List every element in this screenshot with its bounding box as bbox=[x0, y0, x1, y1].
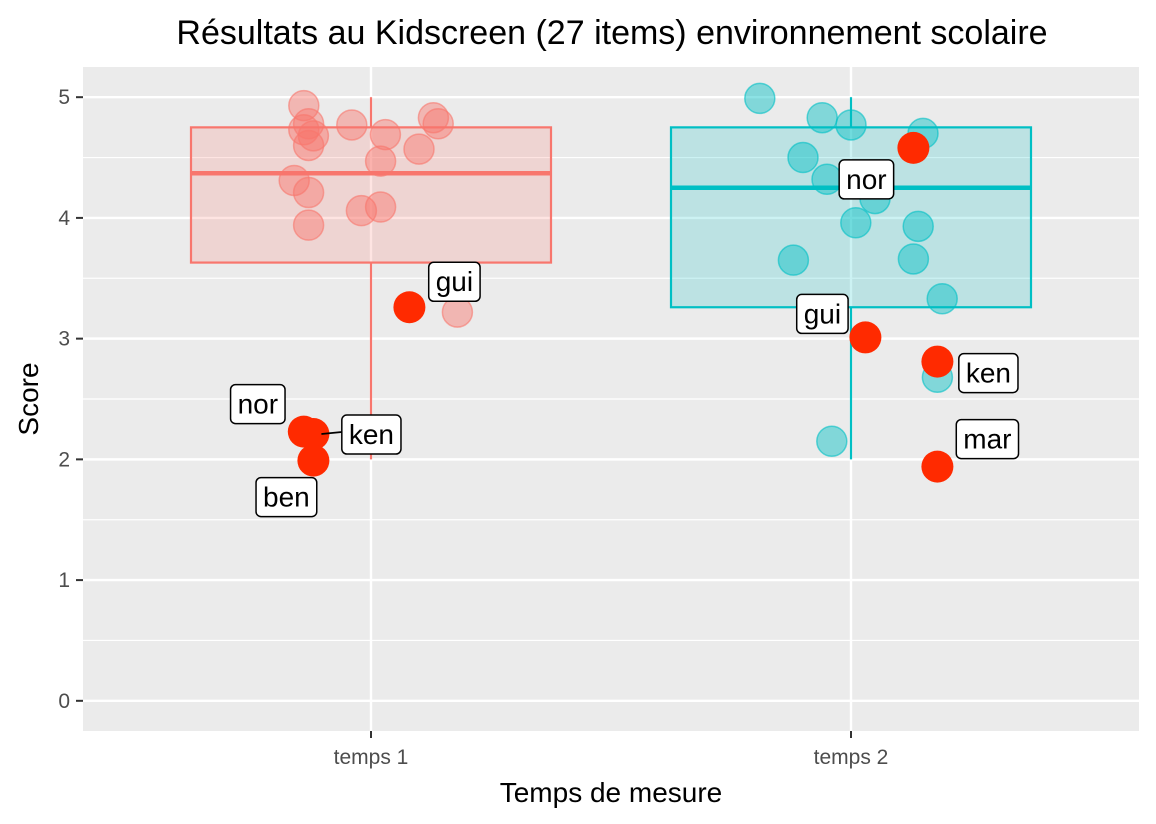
data-point bbox=[417, 101, 450, 134]
data-point bbox=[403, 133, 435, 165]
data-point bbox=[292, 107, 325, 140]
label-box bbox=[427, 261, 481, 302]
data-point bbox=[806, 101, 838, 134]
highlight-point bbox=[297, 444, 330, 477]
label-text: ken bbox=[966, 358, 1011, 389]
y-axis-title: Score bbox=[13, 362, 44, 435]
data-point bbox=[292, 129, 325, 162]
point-label: nor bbox=[229, 383, 286, 425]
data-point bbox=[777, 244, 810, 276]
label-box bbox=[229, 383, 286, 425]
label-box bbox=[838, 159, 895, 200]
data-point bbox=[811, 163, 843, 196]
data-point bbox=[840, 206, 872, 239]
data-point bbox=[288, 89, 320, 122]
highlight-point bbox=[393, 291, 426, 324]
point-labels: gui nor ken ben nor gui ken mar bbox=[229, 159, 1020, 518]
label-text: ben bbox=[263, 482, 310, 513]
point-label: nor bbox=[838, 159, 895, 200]
highlight-point bbox=[921, 450, 954, 483]
x-tick-label: temps 1 bbox=[334, 746, 409, 769]
data-point bbox=[345, 194, 378, 227]
box bbox=[669, 126, 1033, 309]
y-tick-label: 3 bbox=[58, 328, 70, 351]
data-point bbox=[364, 145, 397, 177]
data-point bbox=[816, 425, 848, 458]
label-text: ken bbox=[349, 419, 394, 450]
data-point bbox=[297, 120, 330, 152]
y-tick-label: 5 bbox=[58, 86, 70, 109]
x-axis-title: Temps de mesure bbox=[500, 777, 723, 808]
axes: 0 1 2 3 4 5 temps 1 temps 2 bbox=[58, 86, 888, 769]
data-point bbox=[897, 243, 930, 275]
label-box bbox=[795, 293, 849, 335]
data-point bbox=[744, 82, 776, 115]
data-point bbox=[926, 283, 958, 315]
label-text: gui bbox=[436, 266, 473, 297]
highlight-point bbox=[849, 321, 882, 354]
label-leader bbox=[321, 431, 342, 435]
data-point bbox=[364, 191, 397, 223]
point-label: gui bbox=[427, 261, 481, 302]
point-label: mar bbox=[955, 418, 1020, 460]
label-box bbox=[255, 476, 318, 518]
highlight-point bbox=[921, 345, 954, 378]
y-tick-label: 1 bbox=[58, 569, 70, 592]
label-text: nor bbox=[238, 389, 278, 420]
x-tick-label: temps 2 bbox=[814, 746, 889, 769]
data-point bbox=[902, 210, 934, 243]
label-text: gui bbox=[804, 298, 841, 329]
label-box bbox=[955, 418, 1020, 460]
chart-title: Résultats au Kidscreen (27 items) enviro… bbox=[176, 14, 1047, 52]
data-point bbox=[835, 109, 867, 141]
y-tick-label: 2 bbox=[58, 448, 70, 471]
data-point bbox=[787, 141, 819, 174]
data-point bbox=[292, 209, 325, 241]
y-tick-label: 0 bbox=[58, 690, 70, 713]
point-label: gui bbox=[795, 293, 849, 335]
data-point bbox=[422, 107, 454, 140]
highlight-point bbox=[897, 131, 930, 164]
y-tick-label: 4 bbox=[58, 207, 70, 230]
highlight-point bbox=[297, 418, 330, 451]
point-label: ken bbox=[341, 414, 402, 455]
label-text: nor bbox=[846, 164, 886, 195]
label-box bbox=[958, 352, 1019, 394]
data-point bbox=[336, 109, 368, 141]
data-point bbox=[369, 118, 402, 151]
label-text: mar bbox=[963, 424, 1011, 455]
data-point bbox=[292, 176, 325, 209]
label-box bbox=[341, 414, 402, 455]
point-label: ken bbox=[958, 352, 1019, 394]
highlighted-points bbox=[287, 131, 954, 483]
point-label: ben bbox=[255, 476, 318, 518]
